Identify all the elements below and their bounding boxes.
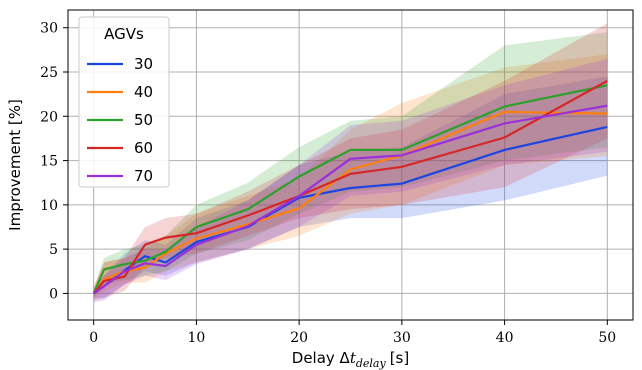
line-series-60 — [92, 79, 608, 295]
line-series-50 — [92, 84, 608, 294]
series-lines — [92, 79, 608, 295]
band-70 — [93, 58, 608, 303]
x-axis-label-sub: delay — [356, 357, 387, 370]
x-axis-label-prefix: Delay Δ — [292, 349, 351, 367]
legend-label-50: 50 — [134, 111, 153, 129]
legend-label-40: 40 — [134, 83, 153, 101]
y-tick-label: 20 — [40, 109, 58, 125]
x-axis-label-var: t — [350, 349, 357, 367]
line-series-70 — [93, 104, 608, 295]
y-tick-label: 15 — [40, 154, 58, 170]
y-tick-label: 5 — [49, 242, 58, 258]
legend-items: 30 40 50 60 70 — [87, 55, 153, 185]
x-tick-label: 50 — [598, 330, 616, 346]
plot-frame — [67, 9, 634, 321]
legend-label-70: 70 — [134, 167, 153, 185]
band-40 — [93, 54, 608, 298]
axis-ticks: 0 10 20 30 40 50 0 5 10 15 20 25 30 — [40, 21, 616, 346]
legend-title: AGVs — [104, 25, 144, 43]
y-tick-label: 10 — [40, 198, 58, 214]
y-tick-label: 25 — [40, 65, 58, 81]
x-tick-label: 10 — [187, 330, 205, 346]
x-axis-label-unit: [s] — [390, 349, 410, 367]
x-tick-label: 30 — [393, 330, 411, 346]
x-tick-label: 40 — [496, 330, 514, 346]
legend-label-60: 60 — [134, 139, 153, 157]
x-tick-label: 20 — [290, 330, 308, 346]
x-tick-label: 0 — [89, 330, 98, 346]
x-axis-label: Delay Δtdelay [s] — [292, 349, 409, 370]
legend-label-30: 30 — [134, 55, 153, 73]
confidence-bands — [93, 23, 608, 303]
legend-box — [78, 16, 170, 188]
y-tick-label: 0 — [49, 286, 58, 302]
legend: AGVs 30 40 50 60 70 — [78, 16, 170, 188]
y-tick-label: 30 — [40, 21, 58, 37]
y-axis-label: Improvement [%] — [6, 99, 24, 231]
